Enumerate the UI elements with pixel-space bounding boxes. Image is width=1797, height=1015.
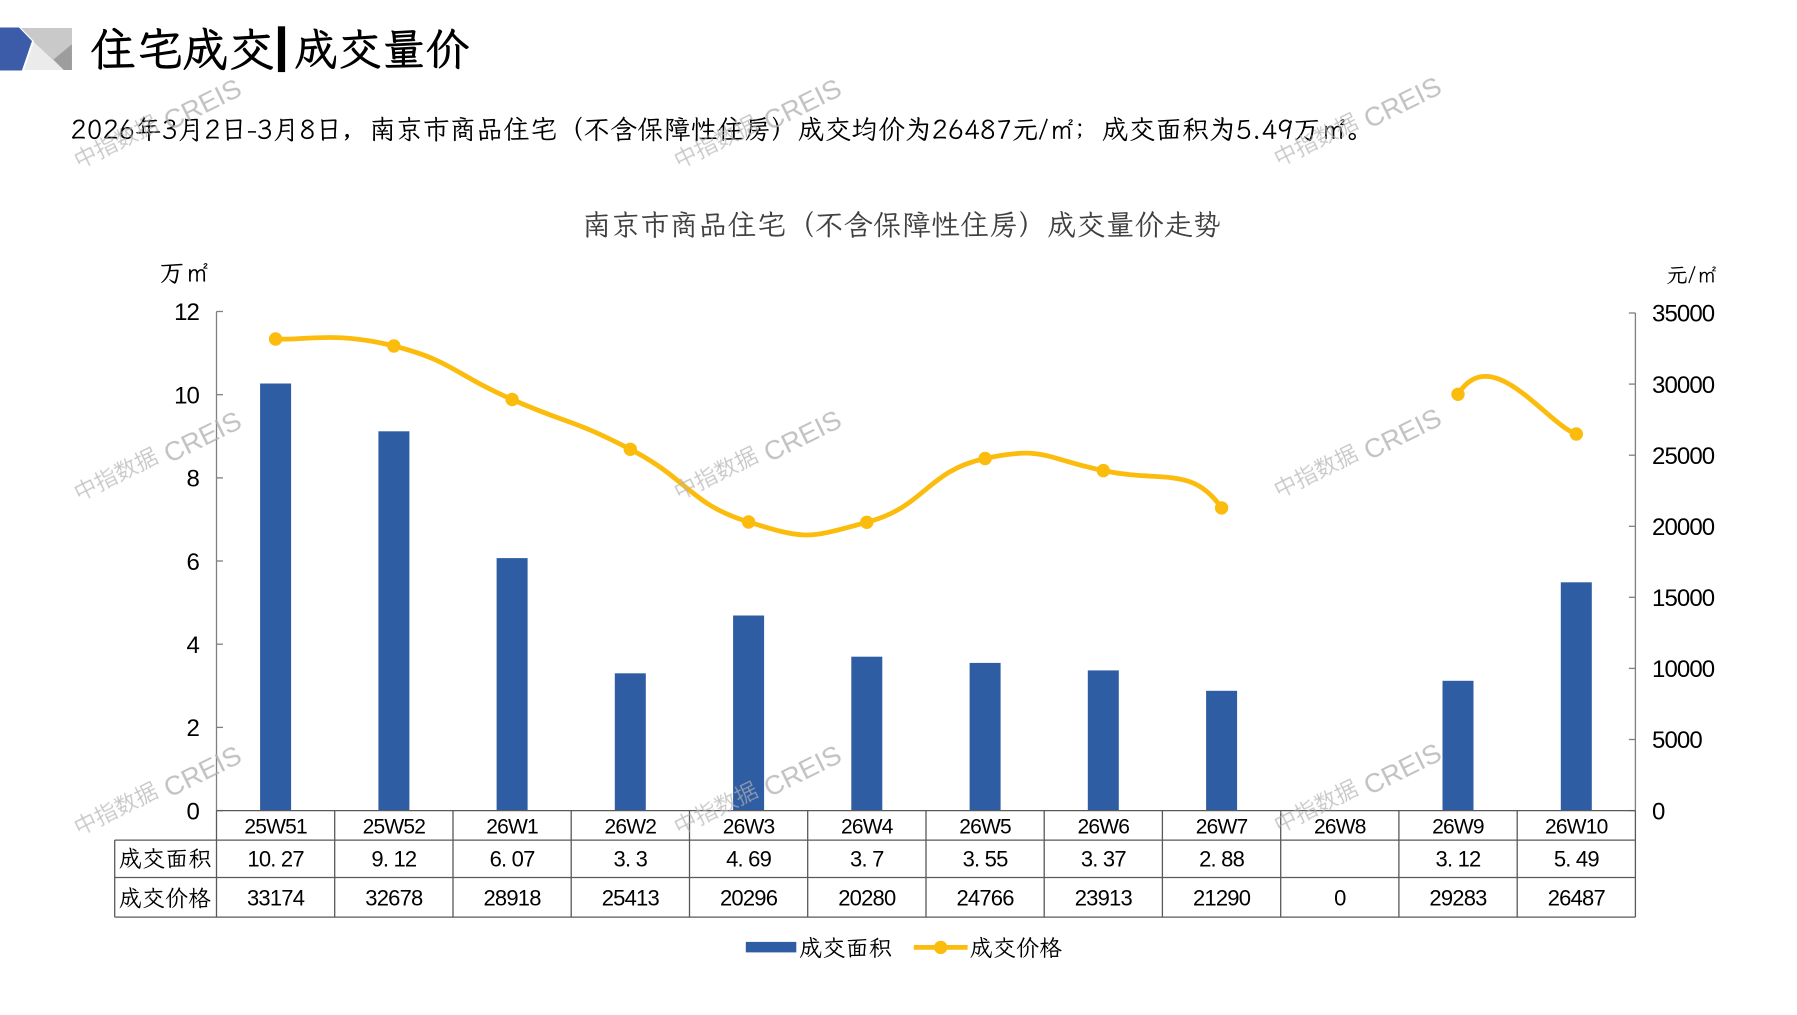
svg-text:3. 37: 3. 37 (1081, 847, 1126, 872)
svg-text:0: 0 (187, 798, 200, 825)
svg-text:9. 12: 9. 12 (371, 847, 416, 872)
svg-text:12: 12 (174, 299, 199, 326)
svg-text:30000: 30000 (1652, 372, 1715, 399)
svg-text:26487: 26487 (1548, 885, 1606, 910)
svg-text:6: 6 (187, 549, 200, 576)
svg-text:3. 7: 3. 7 (850, 847, 884, 872)
svg-text:20000: 20000 (1652, 514, 1715, 541)
svg-text:26W2: 26W2 (604, 816, 656, 839)
svg-text:25000: 25000 (1652, 443, 1715, 470)
svg-text:26W8: 26W8 (1314, 816, 1366, 839)
svg-text:4. 69: 4. 69 (726, 847, 771, 872)
svg-text:15000: 15000 (1652, 585, 1715, 612)
svg-text:20280: 20280 (838, 885, 896, 910)
svg-text:4: 4 (187, 632, 200, 659)
svg-text:25W51: 25W51 (244, 816, 307, 839)
svg-text:21290: 21290 (1193, 885, 1251, 910)
svg-text:33174: 33174 (247, 885, 305, 910)
svg-text:35000: 35000 (1652, 301, 1715, 328)
svg-text:8: 8 (187, 466, 200, 493)
svg-text:3. 3: 3. 3 (614, 847, 648, 872)
svg-text:26W10: 26W10 (1545, 816, 1608, 839)
svg-text:10. 27: 10. 27 (247, 847, 304, 872)
svg-text:3. 12: 3. 12 (1436, 847, 1481, 872)
svg-text:0: 0 (1334, 885, 1346, 910)
svg-text:0: 0 (1652, 798, 1665, 825)
svg-text:5000: 5000 (1652, 727, 1702, 754)
svg-text:24766: 24766 (957, 885, 1015, 910)
svg-text:6. 07: 6. 07 (490, 847, 535, 872)
svg-text:32678: 32678 (365, 885, 423, 910)
svg-text:29283: 29283 (1429, 885, 1487, 910)
svg-text:10000: 10000 (1652, 656, 1715, 683)
svg-text:20296: 20296 (720, 885, 778, 910)
svg-text:25W52: 25W52 (363, 816, 426, 839)
svg-text:26W3: 26W3 (723, 816, 775, 839)
svg-text:10: 10 (174, 382, 199, 409)
svg-text:3. 55: 3. 55 (963, 847, 1008, 872)
svg-text:28918: 28918 (484, 885, 542, 910)
svg-text:26W1: 26W1 (486, 816, 538, 839)
svg-text:26W9: 26W9 (1432, 816, 1484, 839)
svg-text:23913: 23913 (1075, 885, 1133, 910)
svg-text:5. 49: 5. 49 (1554, 847, 1599, 872)
svg-text:26W5: 26W5 (959, 816, 1011, 839)
svg-text:25413: 25413 (602, 885, 660, 910)
svg-text:2. 88: 2. 88 (1199, 847, 1244, 872)
svg-text:2: 2 (187, 715, 200, 742)
svg-text:26W7: 26W7 (1196, 816, 1248, 839)
svg-text:26W6: 26W6 (1077, 816, 1129, 839)
svg-text:26W4: 26W4 (841, 816, 894, 839)
